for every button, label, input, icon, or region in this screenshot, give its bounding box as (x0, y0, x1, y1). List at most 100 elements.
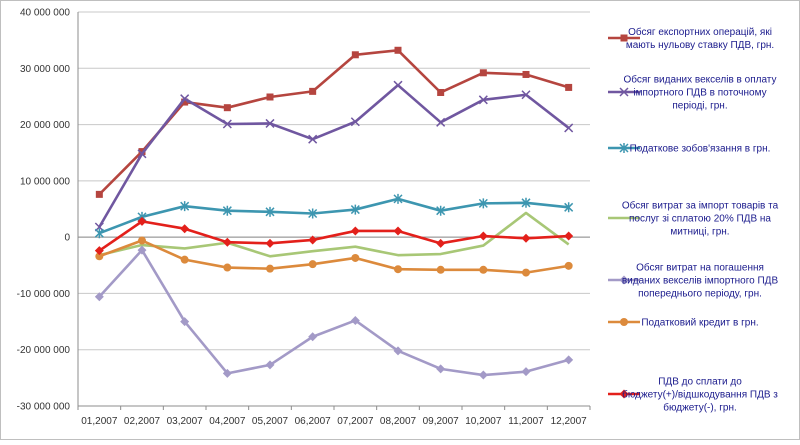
y-tick-label: 30 000 000 (20, 64, 70, 75)
legend-entry-6: Податковий кредит в грн. (608, 318, 759, 329)
y-tick-label: -30 000 000 (17, 402, 71, 413)
axes: 40 000 000 30 000 000 20 000 000 10 000 000… (17, 8, 591, 427)
data-point (393, 193, 403, 204)
legend-swatch-marker (619, 275, 629, 285)
legend-swatch-marker (619, 143, 629, 153)
data-point (351, 253, 360, 262)
series-6 (95, 236, 573, 277)
data-point (564, 355, 574, 365)
data-point (564, 123, 574, 133)
x-tick-label: 06,2007 (295, 416, 332, 427)
legend-label: імпортного ПДВ в поточному (633, 88, 766, 99)
data-point (95, 190, 103, 198)
data-point (478, 95, 488, 105)
y-tick-label: 40 000 000 (20, 8, 70, 19)
data-point (521, 367, 531, 377)
data-point (138, 148, 146, 156)
y-tick-label: -20 000 000 (17, 345, 71, 356)
data-point (265, 206, 275, 217)
x-tick-label: 03,2007 (167, 416, 204, 427)
data-point (478, 370, 488, 380)
x-tick-label: 01,2007 (81, 416, 118, 427)
data-point (180, 255, 189, 264)
data-point (393, 346, 403, 356)
y-tick-label: 0 (64, 233, 70, 244)
legend-label: бюджету(+)/відшкодування ПДВ з (622, 389, 778, 401)
data-point (394, 265, 402, 274)
series-line (98, 248, 570, 377)
y-tick-label: 20 000 000 (20, 120, 70, 131)
data-point (394, 46, 402, 54)
data-point (266, 264, 274, 273)
legend-label: митниці, грн. (670, 227, 729, 238)
legend-entry-2: Обсяг виданих векселів в оплату імпортног… (608, 74, 776, 112)
data-point (137, 149, 147, 159)
data-point (180, 94, 190, 104)
data-point (180, 201, 190, 212)
data-point (94, 228, 104, 239)
data-point (223, 263, 232, 272)
x-tick-label: 12,2007 (551, 416, 588, 427)
series-4 (99, 211, 570, 258)
data-point (521, 90, 531, 100)
data-point (350, 226, 360, 236)
data-point (393, 226, 403, 236)
legend-label: мають нульову ставку ПДВ, грн. (626, 40, 774, 51)
x-tick-label: 05,2007 (252, 416, 289, 427)
legend-label: послуг зі сплатою 20% ПДВ на (629, 214, 771, 225)
x-tick-label: 10,2007 (465, 416, 502, 427)
data-point (393, 80, 403, 90)
data-point (222, 119, 232, 129)
data-point (308, 235, 318, 245)
data-point (564, 231, 574, 241)
legend-label: бюджету(-), грн. (663, 402, 737, 414)
legend-label: виданих векселів імпортного ПДВ (622, 276, 779, 287)
data-point (436, 238, 446, 248)
data-point (308, 134, 318, 144)
y-tick-label: -10 000 000 (17, 289, 71, 300)
legend-label: попереднього періоду, грн. (638, 289, 762, 300)
data-point (181, 98, 189, 106)
legend-label: Податковий кредит в грн. (641, 318, 758, 329)
data-point (436, 117, 446, 127)
data-point (308, 260, 317, 269)
data-point (521, 197, 531, 208)
data-point (436, 265, 445, 274)
legend-label: ПДВ до сплати до (658, 377, 742, 388)
data-point (350, 117, 360, 127)
data-point (180, 317, 190, 327)
data-point (94, 292, 104, 302)
series-1 (95, 46, 573, 198)
data-point (350, 315, 360, 325)
x-tick-label: 09,2007 (423, 416, 460, 427)
data-point (265, 360, 275, 370)
series-3 (94, 193, 574, 239)
legend-label: Обсяг витрат на погашення (636, 262, 764, 274)
data-point (308, 332, 318, 342)
legend-entry-1: Обсяг експортних операцій, які мають нуль… (608, 26, 774, 51)
series-lines (94, 46, 574, 380)
legend-entry-4: Обсяг витрат за імпорт товарів та послуг … (608, 200, 779, 238)
series-line (99, 211, 570, 258)
data-point (137, 245, 147, 255)
data-point (309, 87, 317, 95)
legend-label: Податкове зобов'язання в грн. (630, 143, 771, 155)
data-point (478, 198, 488, 209)
data-point (565, 83, 573, 91)
series-line (98, 48, 570, 196)
x-tick-label: 04,2007 (209, 416, 246, 427)
legend-label: Обсяг експортних операцій, які (628, 26, 772, 38)
data-point (95, 252, 104, 261)
data-point (351, 51, 359, 59)
data-point (521, 233, 531, 243)
data-point (564, 202, 574, 213)
x-tick-label: 02,2007 (124, 416, 161, 427)
data-point (437, 88, 445, 96)
series-5 (94, 245, 574, 380)
data-point (478, 231, 488, 241)
data-point (138, 236, 146, 245)
series-7 (94, 216, 574, 256)
legend-label: Обсяг виданих векселів в оплату (624, 74, 777, 86)
